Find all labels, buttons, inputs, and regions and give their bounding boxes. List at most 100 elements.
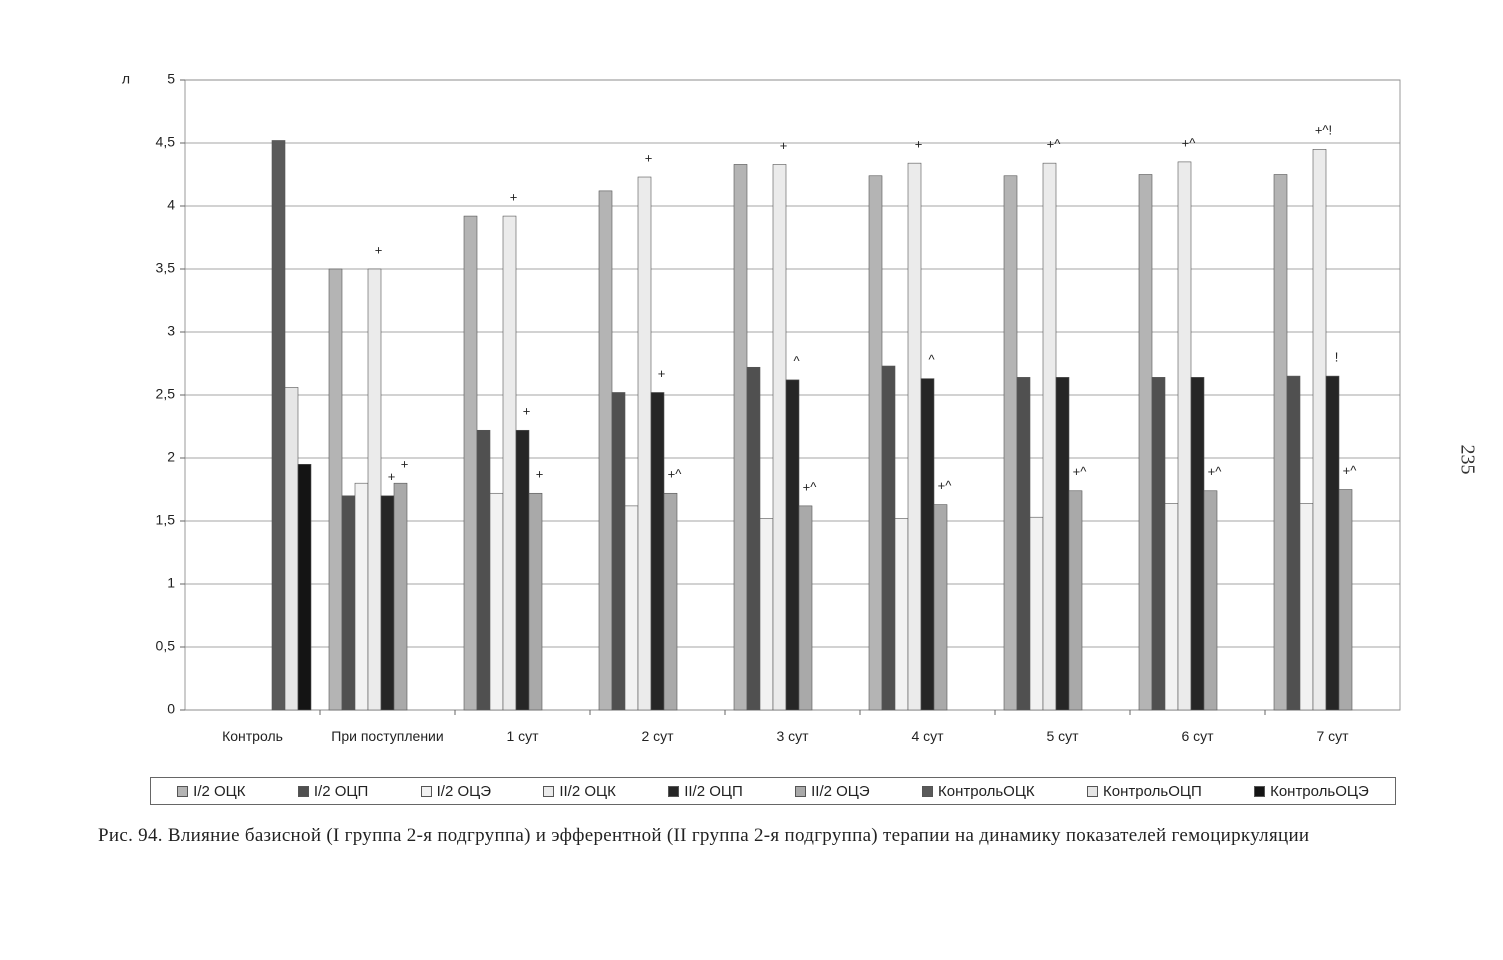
bar <box>772 164 787 711</box>
bar <box>328 268 343 711</box>
legend-swatch <box>668 785 680 797</box>
bar <box>663 492 678 711</box>
bar <box>1203 490 1218 711</box>
legend-item: II/2 ОЦЭ <box>795 783 870 800</box>
annotation: +^! <box>1315 123 1332 138</box>
annotation: ^ <box>928 352 935 367</box>
legend-label: КонтрольОЦК <box>938 782 1035 800</box>
legend-item: II/2 ОЦП <box>668 783 743 800</box>
legend-swatch <box>795 785 807 797</box>
annotation: + <box>536 467 544 482</box>
bar <box>1177 161 1192 711</box>
x-tick-label: 4 сут <box>911 728 944 744</box>
legend-item: I/2 ОЦК <box>177 782 246 800</box>
bar <box>1016 377 1031 711</box>
bar <box>1273 174 1288 711</box>
x-tick-label: При поступлении <box>331 728 444 744</box>
legend-swatch <box>420 785 432 797</box>
bar <box>1042 162 1057 711</box>
y-tick-label: 5 <box>167 71 175 87</box>
legend-label: I/2 ОЦП <box>313 782 369 800</box>
legend-label: I/2 ОЦК <box>193 782 246 800</box>
annotation: + <box>375 242 383 257</box>
annotation: +^ <box>1208 464 1223 479</box>
annotation: +^ <box>1047 137 1062 152</box>
legend-swatch <box>297 785 309 797</box>
bar <box>1138 174 1153 711</box>
bar <box>1068 490 1083 711</box>
bar <box>1299 503 1314 711</box>
bar <box>598 190 613 711</box>
bar <box>611 392 626 711</box>
annotation: +^ <box>1343 463 1358 478</box>
bar <box>502 215 517 711</box>
bar <box>367 268 382 711</box>
bar <box>1055 377 1070 711</box>
annotation: +^ <box>938 478 953 493</box>
annotation: + <box>645 150 653 165</box>
annotation: + <box>401 457 409 472</box>
bar <box>380 495 395 711</box>
bar <box>1151 377 1166 711</box>
bar <box>341 495 356 711</box>
bar <box>920 378 935 711</box>
bar <box>785 379 800 711</box>
y-tick-label: 3,5 <box>156 260 176 276</box>
legend-swatch <box>922 785 934 797</box>
bar <box>798 505 813 711</box>
bar <box>476 429 491 711</box>
annotation: + <box>388 469 396 484</box>
x-tick-label: 2 сут <box>641 728 674 744</box>
bar <box>284 387 299 711</box>
bar <box>354 482 369 711</box>
legend-swatch <box>1087 785 1099 797</box>
y-tick-label: 0,5 <box>156 638 176 654</box>
x-tick-label: 6 сут <box>1181 728 1214 744</box>
bar <box>933 504 948 711</box>
legend-label: II/2 ОЦЭ <box>811 782 870 800</box>
annotation: + <box>523 404 531 419</box>
legend-label: II/2 ОЦП <box>684 782 743 800</box>
bar <box>1003 175 1018 711</box>
bar <box>393 482 408 711</box>
legend-label: КонтрольОЦП <box>1103 782 1202 800</box>
y-axis-label: л <box>122 71 130 87</box>
legend-swatch <box>543 785 555 797</box>
legend-label: I/2 ОЦЭ <box>436 782 491 800</box>
bar <box>1312 149 1327 711</box>
x-tick-label: Контроль <box>222 728 283 744</box>
bar <box>1338 489 1353 711</box>
bar <box>650 392 665 711</box>
bar <box>1029 516 1044 711</box>
bar <box>515 429 530 711</box>
page-number: 235 <box>1456 444 1479 475</box>
caption: Рис. 94. Влияние базисной (I группа 2-я … <box>98 825 1310 846</box>
legend-swatch <box>177 785 189 797</box>
legend-item: I/2 ОЦЭ <box>420 782 491 800</box>
legend-item: II/2 ОЦК <box>543 783 616 800</box>
legend-item: КонтрольОЦК <box>922 783 1035 800</box>
y-tick-label: 2 <box>167 449 175 465</box>
y-tick-label: 1 <box>167 575 175 591</box>
legend-item: I/2 ОЦП <box>297 782 369 800</box>
y-tick-label: 4,5 <box>156 134 176 150</box>
y-tick-label: 0 <box>167 701 175 717</box>
annotation: + <box>780 138 788 153</box>
bar <box>297 463 312 711</box>
annotation: + <box>915 137 923 152</box>
bar <box>759 518 774 711</box>
annotation: +^ <box>1182 135 1197 150</box>
annotation: +^ <box>803 479 818 494</box>
bar <box>637 176 652 711</box>
y-tick-label: 1,5 <box>156 512 176 528</box>
bar <box>907 162 922 711</box>
bar <box>1286 375 1301 711</box>
bar <box>746 366 761 711</box>
legend-item: КонтрольОЦП <box>1087 783 1202 800</box>
bar <box>271 140 286 711</box>
annotation: ^ <box>793 353 800 368</box>
bar <box>463 215 478 711</box>
legend: I/2 ОЦК I/2 ОЦП I/2 ОЦЭ II/2 ОЦК II/2 ОЦП II/… <box>150 777 1396 805</box>
